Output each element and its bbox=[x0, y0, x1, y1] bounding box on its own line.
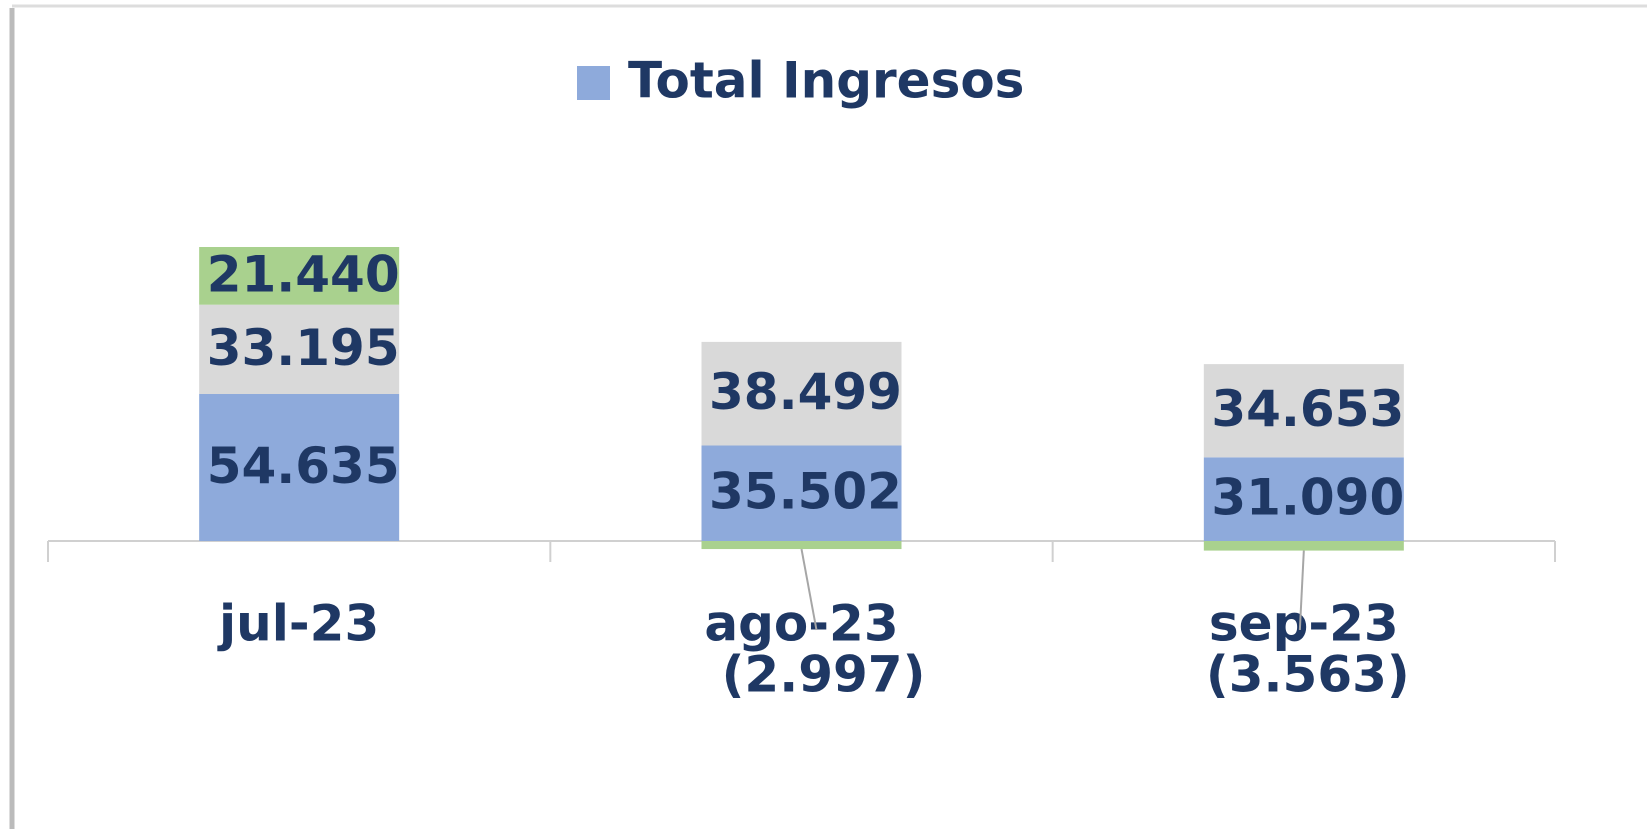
x-tick-label: jul-23 bbox=[217, 595, 379, 653]
bar-segment bbox=[199, 304, 400, 394]
bar-segment bbox=[1203, 541, 1404, 551]
bar-segment bbox=[1203, 457, 1404, 541]
value-label: 38.499 bbox=[709, 363, 902, 421]
leader-line bbox=[800, 548, 818, 631]
x-tick-label: ago-23 bbox=[704, 595, 898, 653]
bar-segment bbox=[1203, 364, 1404, 458]
value-label: 33.195 bbox=[207, 319, 400, 377]
bar-segment bbox=[701, 541, 902, 550]
bar-segment bbox=[199, 247, 400, 305]
legend-label: Total Ingresos bbox=[628, 52, 1024, 110]
bar-segment bbox=[701, 445, 902, 541]
value-label: 35.502 bbox=[709, 463, 902, 521]
leader-line bbox=[1298, 550, 1305, 631]
value-label: 31.090 bbox=[1211, 469, 1404, 527]
value-label: 21.440 bbox=[207, 245, 400, 303]
value-label: (3.563) bbox=[1206, 646, 1410, 704]
value-label: 34.653 bbox=[1211, 380, 1404, 438]
legend-swatch bbox=[577, 66, 610, 100]
value-label: 54.635 bbox=[207, 437, 400, 495]
bar-segment bbox=[701, 341, 902, 446]
x-tick-label: sep-23 bbox=[1209, 595, 1399, 653]
value-label: (2.997) bbox=[722, 646, 926, 704]
bar-segment bbox=[199, 394, 400, 541]
